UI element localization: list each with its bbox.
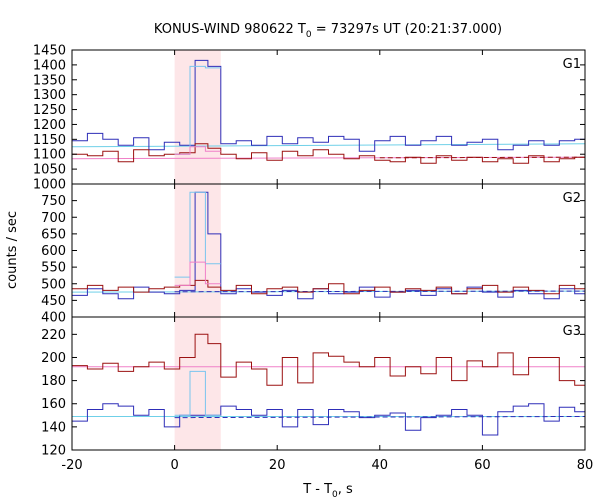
y-tick-label: 220 xyxy=(41,328,66,343)
burst-interval-shade xyxy=(174,317,221,450)
y-tick-label: 200 xyxy=(41,351,66,366)
y-tick-label: 750 xyxy=(41,194,66,209)
y-tick-label: 400 xyxy=(41,311,66,326)
background-fit-line xyxy=(71,156,586,160)
y-tick-label: 1050 xyxy=(33,163,66,178)
panel-label: G1 xyxy=(563,57,581,72)
y-tick-label: 1300 xyxy=(33,88,66,103)
series-step-line xyxy=(174,146,221,155)
series-step-line xyxy=(72,143,585,164)
x-tick-label: 80 xyxy=(577,458,594,473)
y-tick-label: 500 xyxy=(41,277,66,292)
panel-frame xyxy=(71,316,586,451)
burst-interval-shade xyxy=(174,184,221,317)
y-tick-label: 160 xyxy=(41,397,66,412)
y-tick-label: 700 xyxy=(41,211,66,226)
y-tick-label: 140 xyxy=(41,420,66,435)
y-tick-label: 450 xyxy=(41,294,66,309)
background-fit-line xyxy=(71,143,586,148)
x-tick-label: 40 xyxy=(372,458,389,473)
series-step-line xyxy=(72,333,586,386)
background-fit-line xyxy=(174,415,586,419)
y-tick-label: 1200 xyxy=(33,118,66,133)
y-tick-label: 1250 xyxy=(33,103,66,118)
y-tick-label: 600 xyxy=(41,244,66,259)
x-axis-title: T - T0, s xyxy=(302,482,353,500)
y-tick-label: 120 xyxy=(41,444,66,459)
y-tick-label: 1450 xyxy=(33,44,66,59)
series-step-line xyxy=(72,191,585,300)
x-tick-label: 0 xyxy=(170,458,178,473)
plot-area: 1000105011001150120012501300135014001450… xyxy=(33,44,593,474)
background-fit-line xyxy=(174,290,586,293)
y-tick-label: 1350 xyxy=(33,73,66,88)
series-step-line xyxy=(174,370,221,416)
y-tick-label: 550 xyxy=(41,261,66,276)
series-step-line xyxy=(72,403,585,436)
y-tick-label: 1400 xyxy=(33,58,66,73)
panel-frame xyxy=(71,49,586,185)
series-step-line xyxy=(174,191,221,278)
y-tick-label: 1000 xyxy=(33,178,66,193)
panel-label: G3 xyxy=(563,324,581,339)
x-tick-label: -20 xyxy=(61,458,82,473)
panel-g1: 1000105011001150120012501300135014001450… xyxy=(33,44,586,193)
y-tick-label: 1150 xyxy=(33,133,66,148)
y-tick-label: 1100 xyxy=(33,148,66,163)
series-step-line xyxy=(72,59,585,152)
y-tick-label: 650 xyxy=(41,227,66,242)
x-axis: -20 0 20 40 60 80 xyxy=(61,458,593,473)
chart-title: KONUS-WIND 980622 T0 = 73297s UT (20:21:… xyxy=(154,22,502,40)
x-tick-label: 20 xyxy=(269,458,286,473)
x-tick-label: 60 xyxy=(474,458,491,473)
y-axis-title: counts / sec xyxy=(5,211,20,289)
y-tick-label: 180 xyxy=(41,374,66,389)
panel-g3: 120 140 160 180 200 220 G3 xyxy=(41,316,586,459)
series-step-line xyxy=(72,279,585,295)
series-step-line xyxy=(174,261,221,286)
panel-label: G2 xyxy=(563,191,581,206)
burst-interval-shade xyxy=(174,50,221,184)
